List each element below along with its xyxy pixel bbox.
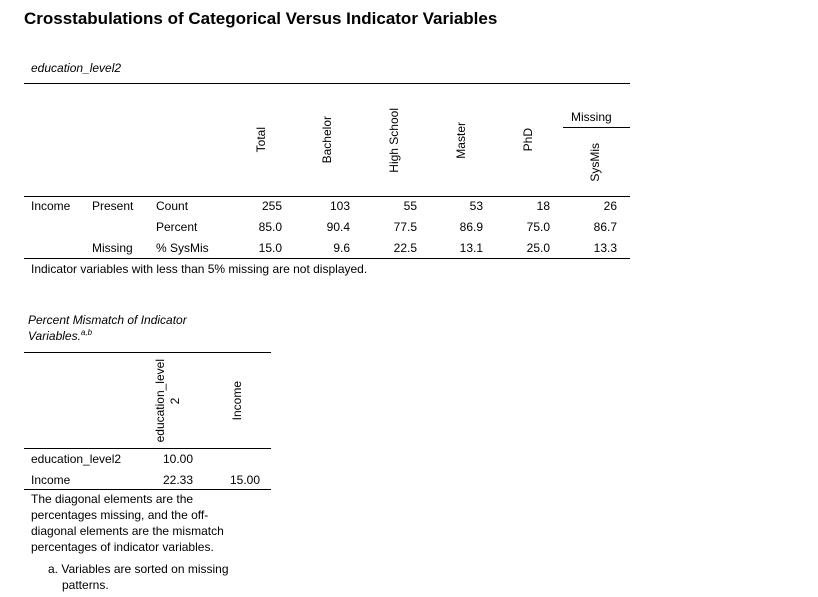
row-stat: Count <box>156 199 189 213</box>
cell: 9.6 <box>333 241 350 255</box>
cell: 18 <box>536 199 550 213</box>
column-header-label: PhD <box>520 128 535 152</box>
row-stat: % SysMis <box>156 241 209 255</box>
cell: 103 <box>329 199 350 213</box>
cell: 86.7 <box>593 220 617 234</box>
cell: 13.1 <box>459 241 483 255</box>
crosstab-caption: education_level2 <box>31 61 122 75</box>
divider <box>563 127 630 128</box>
cell: 55 <box>403 199 417 213</box>
footnote-a-continued: patterns. <box>62 578 109 592</box>
mismatch-note: percentages missing, and the off- <box>31 508 209 522</box>
cell: 53 <box>469 199 483 213</box>
cell: 25.0 <box>526 241 550 255</box>
cell: 15.00 <box>229 473 260 487</box>
divider <box>24 196 630 197</box>
column-header-label: Total <box>253 127 268 153</box>
mismatch-note: diagonal elements are the mismatch <box>31 524 224 538</box>
cell: 85.0 <box>258 220 282 234</box>
cell: 13.3 <box>593 241 617 255</box>
column-header-bachelor: Bachelor <box>312 84 342 196</box>
column-header-label: Bachelor <box>319 116 334 164</box>
column-header-high-school: High School <box>379 84 409 196</box>
column-header-label: High School <box>386 107 401 173</box>
divider <box>24 83 630 84</box>
mismatch-note: percentages of indicator variables. <box>31 540 214 554</box>
row-label: education_level2 <box>31 452 122 466</box>
cell: 22.33 <box>162 473 193 487</box>
divider <box>24 448 271 449</box>
row-group: Present <box>92 199 134 213</box>
column-header-education-level2: education_level 2 <box>150 353 186 448</box>
cell: 10.00 <box>162 452 193 466</box>
footnote-a: a. Variables are sorted on missing <box>48 562 229 576</box>
column-header-income: Income <box>222 353 252 448</box>
mismatch-caption: Percent Mismatch of Indicator <box>28 313 187 327</box>
caption-text: Variables. <box>28 329 81 343</box>
row-stat: Percent <box>156 220 198 234</box>
column-header-total: Total <box>246 84 276 196</box>
cell: 90.4 <box>326 220 350 234</box>
row-label: Income <box>31 473 71 487</box>
cell: 255 <box>261 199 282 213</box>
caption-superscript: a,b <box>80 328 93 337</box>
divider <box>24 352 271 353</box>
cell: 75.0 <box>526 220 550 234</box>
mismatch-caption-line2: Variables.a,b <box>28 328 92 343</box>
column-header-label: Master <box>453 121 468 159</box>
missing-group-header: Missing <box>571 110 612 124</box>
cell: 15.0 <box>258 241 282 255</box>
divider <box>24 489 271 490</box>
column-header-sysmis: SysMis <box>580 128 610 196</box>
column-header-phd: PhD <box>513 84 543 196</box>
cell: 86.9 <box>459 220 483 234</box>
column-header-label: education_level 2 <box>153 358 182 443</box>
column-header-label: SysMis <box>587 142 602 182</box>
column-header-master: Master <box>446 84 476 196</box>
crosstab-footnote: Indicator variables with less than 5% mi… <box>31 262 368 276</box>
divider <box>24 258 630 259</box>
row-variable: Income <box>31 199 71 213</box>
page-title: Crosstabulations of Categorical Versus I… <box>24 9 498 28</box>
cell: 22.5 <box>393 241 417 255</box>
row-group: Missing <box>92 241 133 255</box>
cell: 77.5 <box>393 220 417 234</box>
mismatch-note: The diagonal elements are the <box>31 492 194 506</box>
column-header-label: Income <box>229 380 244 421</box>
cell: 26 <box>603 199 617 213</box>
